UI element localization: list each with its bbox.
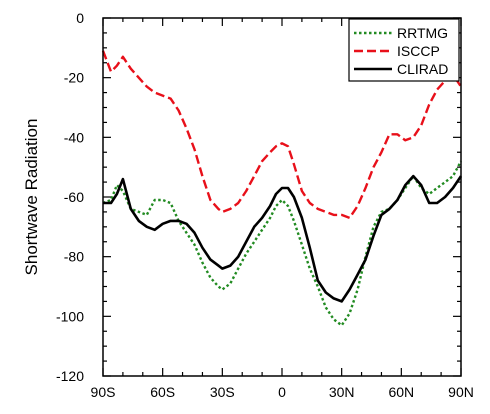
y-tick-label: -120 [56,368,84,384]
x-tick-label: 60S [150,384,175,400]
legend-label-clirad: CLIRAD [397,61,448,77]
series-line-clirad [103,174,463,303]
x-tick-label: 30S [210,384,235,400]
y-tick-label: -100 [56,308,84,324]
series-line-isccp [101,50,462,220]
y-tick-label: -40 [64,129,84,145]
legend: RRTMG ISCCP CLIRAD [348,18,460,82]
y-tick-label: -60 [64,189,84,205]
legend-label-isccp: ISCCP [397,43,440,59]
y-tick-label: -20 [64,70,84,86]
x-tick-label: 60N [388,384,414,400]
y-tick-label: 0 [76,10,84,26]
x-tick-label: 90S [91,384,116,400]
legend-label-rrtmg: RRTMG [397,25,448,41]
x-tick-labels: 90S 60S 30S 0 30N 60N 90N [91,384,474,400]
x-tick-label: 90N [448,384,474,400]
y-axis-title: Shortwave Radiation [22,119,41,276]
series-layer [101,50,463,327]
series-line-rrtmg [102,160,463,327]
x-tick-label: 0 [278,384,286,400]
y-tick-labels: -120 -100 -80 -60 -40 -20 0 [56,10,84,384]
x-tick-label: 30N [329,384,355,400]
y-tick-label: -80 [64,249,84,265]
